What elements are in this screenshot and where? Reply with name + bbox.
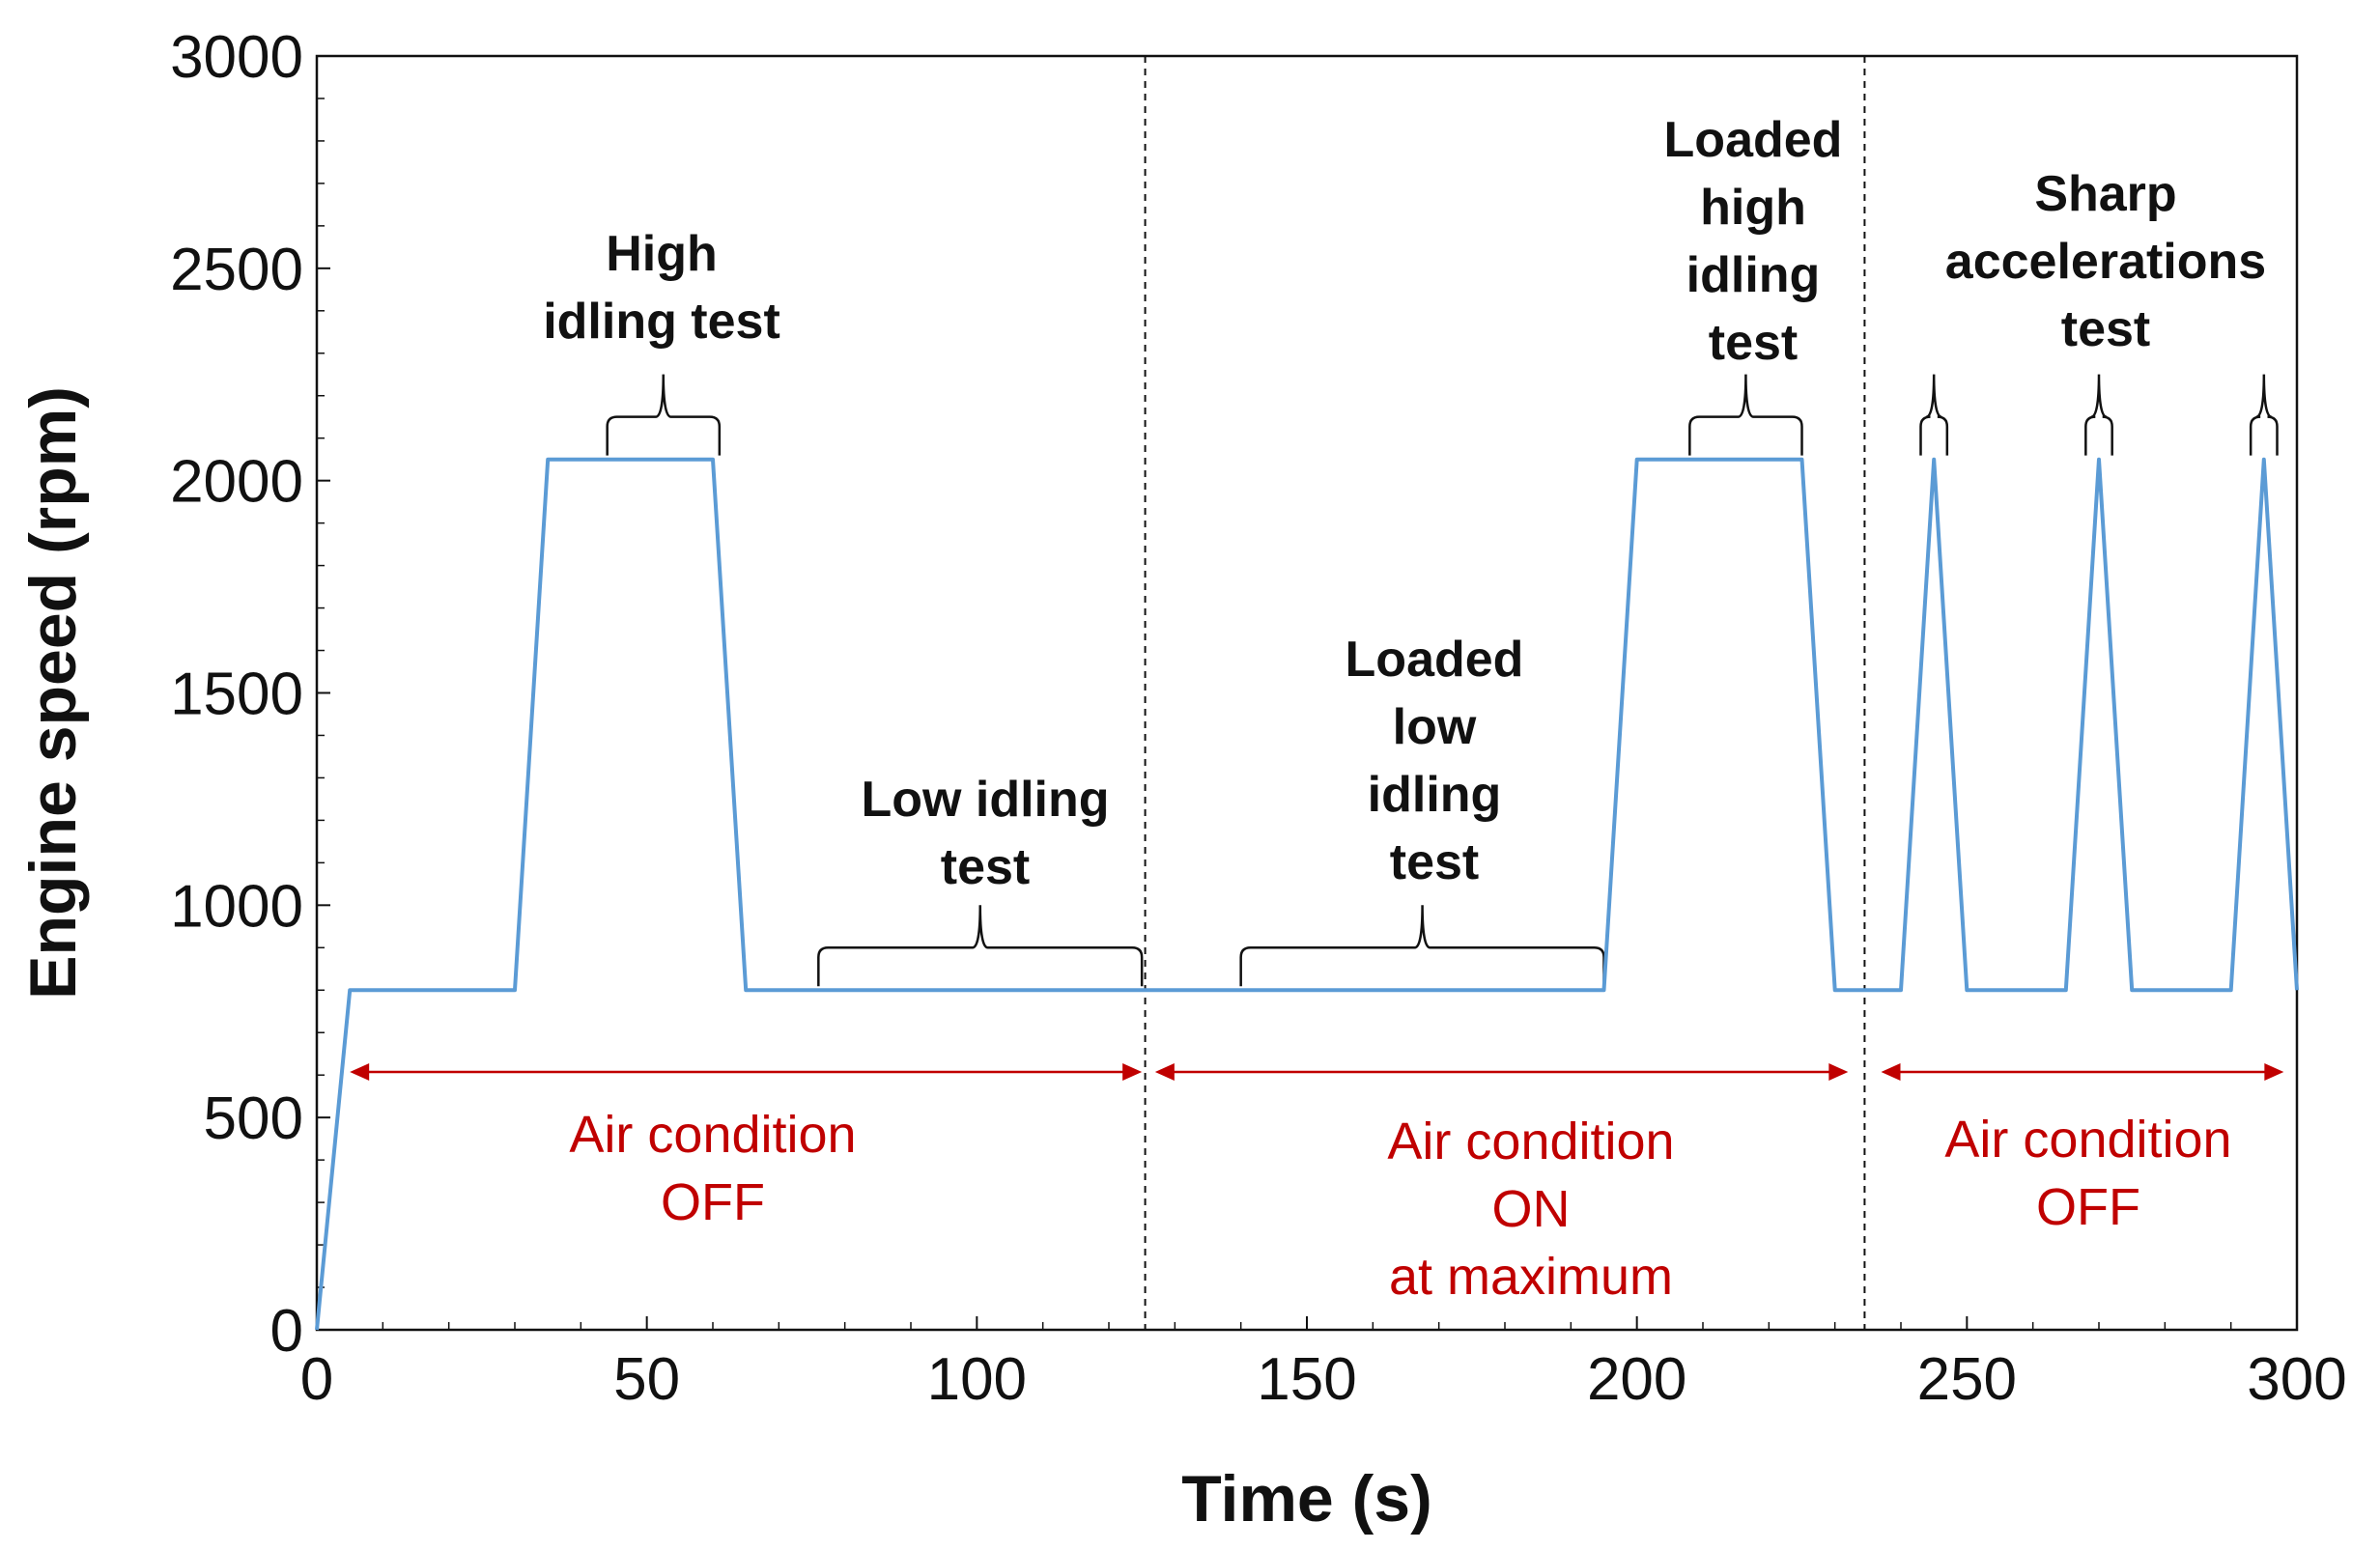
- loaded-low-idling-bracket: [1239, 905, 1605, 987]
- low-idling-bracket: [817, 905, 1144, 987]
- y-tick-label: 3000: [170, 24, 303, 91]
- y-tick-label: 1500: [170, 662, 303, 728]
- sharp-accelerations-label: Sharp accelerations test: [1945, 166, 2266, 357]
- engine-speed-line: [315, 457, 2299, 1331]
- low-idling-label-line: Low idling: [861, 772, 1109, 828]
- air-condition-label-line: Air condition: [1944, 1111, 2231, 1169]
- air-condition-label-line: OFF: [661, 1173, 765, 1231]
- sharp-accelerations-label-line: Sharp: [2034, 166, 2176, 222]
- high-idling-label-line: High: [606, 226, 718, 282]
- x-tick-label: 100: [927, 1346, 1027, 1413]
- loaded-low-idling-label-line: low: [1393, 699, 1477, 755]
- x-axis-title: Time (s): [1181, 1462, 1431, 1536]
- loaded-high-idling-label-line: idling: [1686, 247, 1821, 303]
- x-tick-label: 150: [1257, 1346, 1356, 1413]
- air-condition-label-line: at maximum: [1389, 1248, 1673, 1306]
- high-idling-label-line: idling test: [543, 294, 780, 350]
- air-condition-label: Air condition OFF: [569, 1106, 856, 1231]
- x-tick-label: 300: [2247, 1346, 2346, 1413]
- arrow-head-left: [350, 1063, 370, 1081]
- loaded-high-idling-label-line: test: [1709, 315, 1798, 371]
- y-tick-label: 2500: [170, 237, 303, 303]
- loaded-high-idling-label: Loaded high idling test: [1664, 112, 1843, 371]
- y-tick-label: 0: [270, 1298, 303, 1365]
- arrow-head-left: [1881, 1063, 1901, 1081]
- air-condition-label: Air condition ON at maximum: [1387, 1113, 1674, 1306]
- air-condition-label-line: ON: [1492, 1180, 1571, 1238]
- annotation-labels: High idling test Low idling test Loaded low id…: [543, 112, 2266, 1306]
- x-axis: 0 50 100 150 200 250 300: [300, 1316, 2347, 1413]
- air-condition-label-line: Air condition: [1387, 1113, 1674, 1170]
- loaded-high-idling-label-line: Loaded: [1664, 112, 1843, 168]
- y-tick-label: 1000: [170, 873, 303, 940]
- arrow-head-right: [1122, 1063, 1143, 1081]
- air-condition-arrows: [350, 1063, 2284, 1081]
- y-axis: 0 500 1000 1500 2000 2500 3000: [170, 24, 330, 1365]
- arrow-head-right: [1828, 1063, 1849, 1081]
- x-tick-label: 250: [1917, 1346, 2017, 1413]
- y-tick-label: 500: [204, 1085, 303, 1152]
- air-condition-label: Air condition OFF: [1944, 1111, 2231, 1236]
- low-idling-label: Low idling test: [861, 772, 1109, 895]
- loaded-low-idling-label-line: Loaded: [1346, 632, 1524, 688]
- x-tick-label: 50: [613, 1346, 680, 1413]
- loaded-low-idling-label: Loaded low idling test: [1346, 632, 1524, 890]
- loaded-low-idling-label-line: test: [1390, 834, 1479, 890]
- air-condition-label-line: OFF: [2036, 1178, 2140, 1236]
- high-idling-label: High idling test: [543, 226, 780, 350]
- x-tick-label: 200: [1587, 1346, 1686, 1413]
- loaded-high-idling-label-line: high: [1700, 180, 1806, 236]
- y-axis-title: Engine speed (rpm): [16, 386, 90, 1000]
- air-condition-label-line: Air condition: [569, 1106, 856, 1164]
- y-tick-label: 2000: [170, 449, 303, 516]
- arrow-head-left: [1154, 1063, 1175, 1081]
- series-group: [315, 457, 2299, 1331]
- low-idling-label-line: test: [941, 839, 1030, 895]
- x-tick-label: 0: [300, 1346, 333, 1413]
- sharp-accelerations-label-line: accelerations: [1945, 234, 2266, 290]
- sharp-accelerations-label-line: test: [2061, 301, 2150, 357]
- loaded-low-idling-label-line: idling: [1368, 767, 1502, 823]
- arrow-head-right: [2264, 1063, 2284, 1081]
